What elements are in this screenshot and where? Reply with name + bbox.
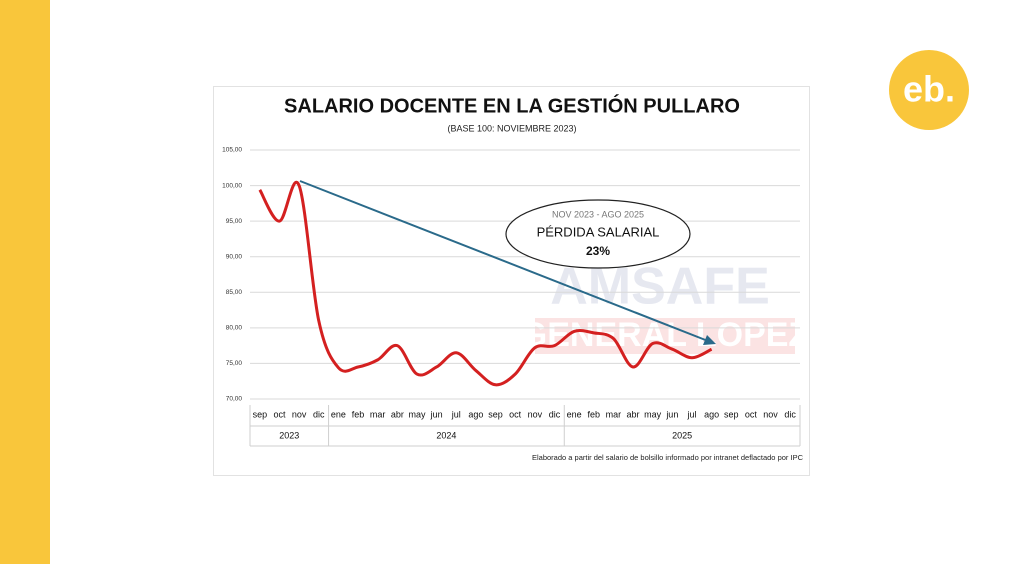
source-note: Elaborado a partir del salario de bolsil… (532, 453, 804, 462)
y-tick-label: 90,00 (226, 253, 243, 260)
x-tick-label: dic (784, 409, 796, 419)
x-tick-label: jun (430, 409, 443, 419)
x-tick-label: ene (331, 409, 346, 419)
side-bar (0, 0, 50, 564)
x-tick-label: feb (587, 409, 600, 419)
x-tick-label: ago (704, 409, 719, 419)
annotation: NOV 2023 - AGO 2025 (552, 209, 644, 219)
x-tick-label: abr (391, 409, 404, 419)
arrow-head (703, 335, 716, 345)
x-tick-label: nov (292, 409, 307, 419)
x-tick-label: nov (528, 409, 543, 419)
x-tick-label: nov (763, 409, 778, 419)
logo-circle (889, 50, 969, 130)
x-tick-label: mar (370, 409, 386, 419)
watermark: GENERAL LOPEZ (521, 316, 809, 354)
x-tick-label: jul (451, 409, 461, 419)
plot: 70,00 75,00 80,00 85,00 90,00 95,00 100,00 105,… (222, 147, 801, 447)
y-tick-label: 105,00 (222, 147, 242, 154)
y-tick-label: 85,00 (226, 289, 243, 296)
chart-title: SALARIO DOCENTE EN LA GESTIÓN PULLARO (284, 93, 740, 117)
x-tick-label: feb (352, 409, 365, 419)
logo: eb. (903, 69, 955, 110)
x-tick-label: abr (627, 409, 640, 419)
x-tick-label: mar (606, 409, 622, 419)
x-tick-label: dic (549, 409, 561, 419)
chart-subtitle: (BASE 100: NOVIEMBRE 2023) (447, 123, 576, 133)
x-tick-label: oct (745, 409, 758, 419)
y-tick-label: 75,00 (226, 360, 243, 367)
y-tick-label: 80,00 (226, 325, 243, 332)
x-tick-label: may (408, 409, 426, 419)
x-tick-label: sep (724, 409, 739, 419)
x-tick-label: jul (686, 409, 696, 419)
y-tick-label: 95,00 (226, 218, 243, 225)
x-tick-label: sep (488, 409, 503, 419)
y-tick-label: 70,00 (226, 396, 243, 403)
x-tick-label: oct (509, 409, 522, 419)
x-tick-label: ago (468, 409, 483, 419)
x-tick-label: sep (253, 409, 268, 419)
annotation: 23% (586, 244, 610, 258)
x-tick-label: dic (313, 409, 325, 419)
x-tick-label: may (644, 409, 662, 419)
data-line (258, 180, 713, 387)
year-label: 2024 (436, 430, 456, 440)
year-label: 2025 (672, 430, 692, 440)
x-tick-label: oct (273, 409, 286, 419)
x-tick-label: ene (567, 409, 582, 419)
x-tick-label: jun (665, 409, 678, 419)
year-label: 2023 (279, 430, 299, 440)
y-tick-label: 100,00 (222, 182, 242, 189)
annotation-ellipse (505, 199, 691, 269)
trend-arrow (299, 180, 709, 342)
annotation: PÉRDIDA SALARIAL (537, 224, 660, 239)
